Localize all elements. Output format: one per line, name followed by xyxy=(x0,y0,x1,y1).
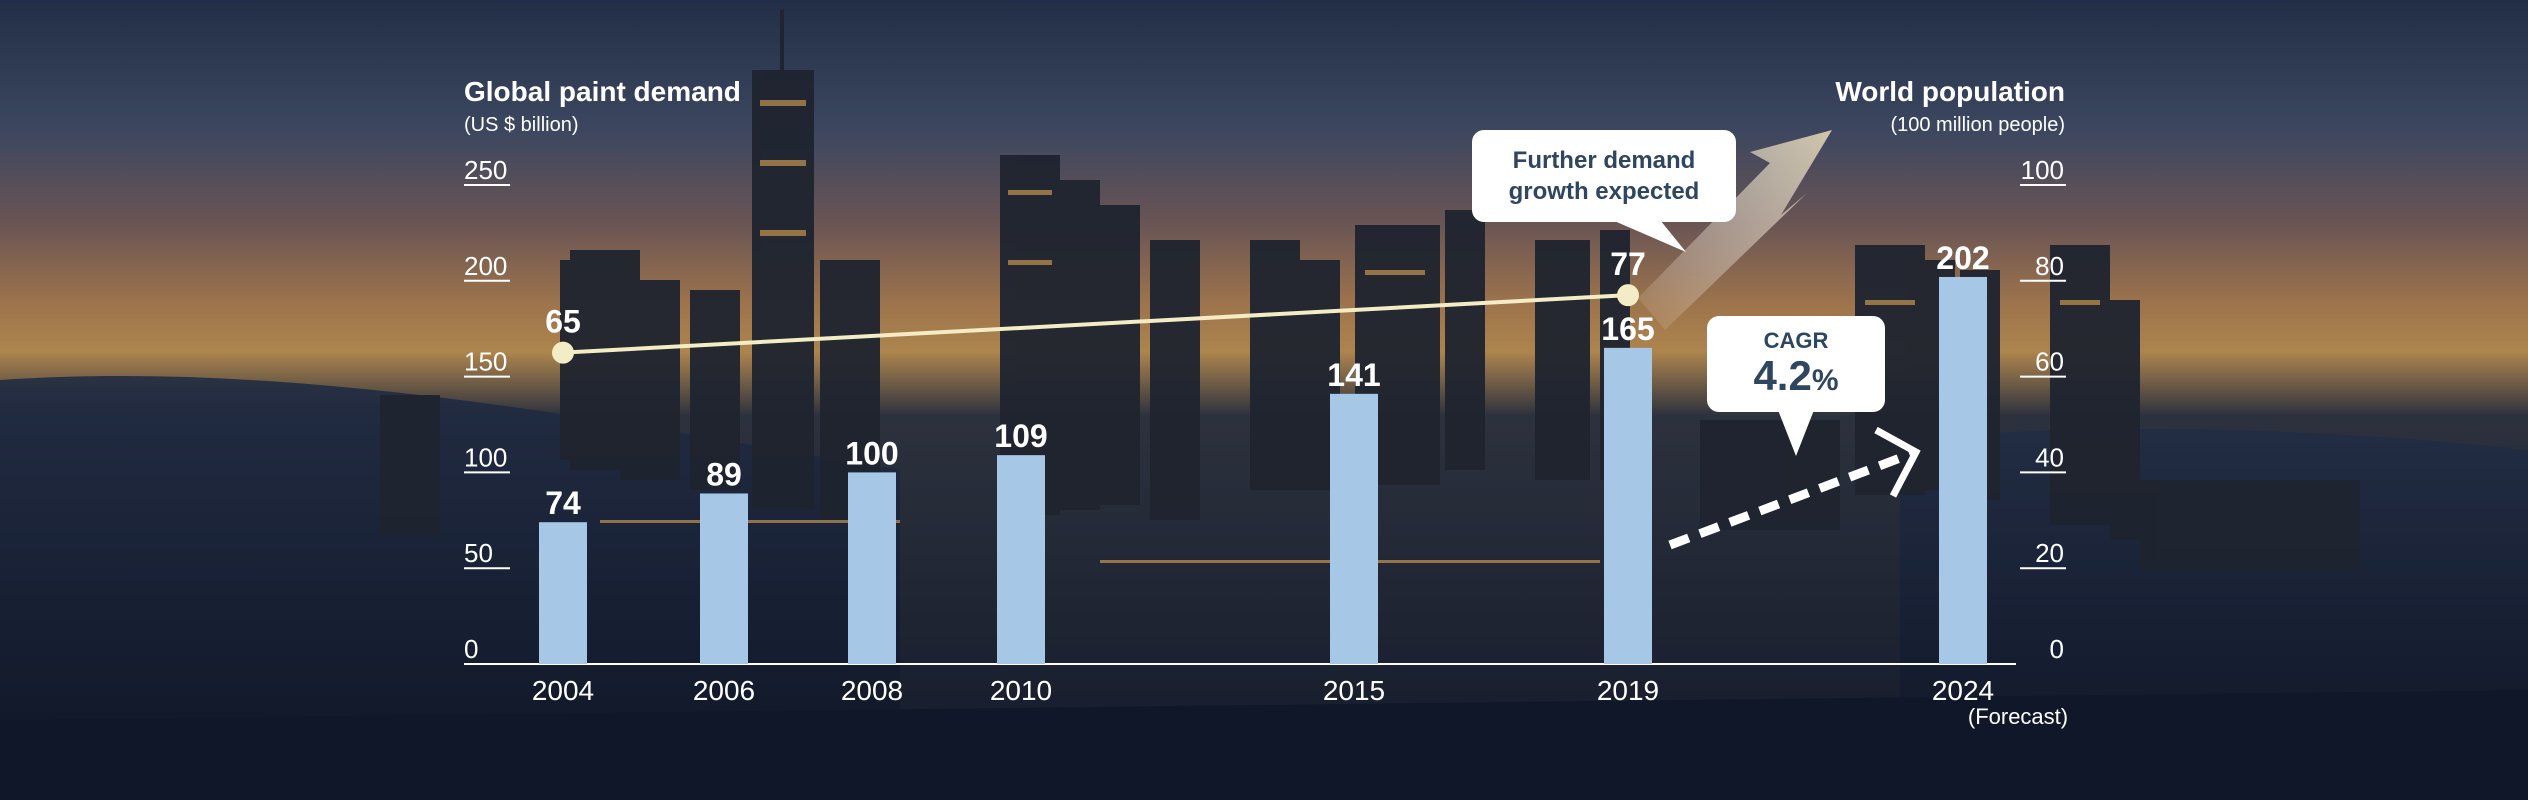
bar-value-label: 109 xyxy=(994,418,1047,454)
skyline xyxy=(380,10,2360,570)
cagr-number: 4.2 xyxy=(1753,352,1812,399)
right-tick-label: 20 xyxy=(2035,538,2064,568)
left-axis-ticks: 0 50 100 150 200 250 xyxy=(464,155,510,664)
bar-value-label: 202 xyxy=(1936,240,1989,276)
bar-value-label: 165 xyxy=(1601,311,1654,347)
cagr-label: CAGR xyxy=(1763,328,1829,353)
forecast-subtitle: (Forecast) xyxy=(1967,704,2069,729)
bar-2004 xyxy=(539,522,587,664)
x-tick-label: 2010 xyxy=(990,675,1052,706)
left-tick-label: 50 xyxy=(464,538,493,568)
right-axis-title: World population xyxy=(1835,76,2065,107)
demand-callout-line1: Further demand xyxy=(1512,147,1696,174)
cagr-dashed-arrow-icon xyxy=(1668,447,1918,550)
cagr-callout: CAGR 4.2% xyxy=(1707,316,1885,412)
bar-2019 xyxy=(1604,347,1652,664)
left-tick-label: 0 xyxy=(464,634,478,664)
left-tick-label: 200 xyxy=(464,251,507,281)
x-tick-label: 2004 xyxy=(532,675,594,706)
population-line xyxy=(562,293,1629,355)
bar-series xyxy=(539,276,1987,664)
bar-2015 xyxy=(1330,393,1378,664)
population-line-series: 65 77 xyxy=(545,246,1646,364)
bar-value-labels: 74 89 100 109 141 165 202 xyxy=(545,240,1989,521)
bar-2024 xyxy=(1939,276,1987,664)
callout-pointers-icon xyxy=(1612,220,1814,456)
x-tick-label: 2019 xyxy=(1597,675,1659,706)
bar-2010 xyxy=(997,455,1045,664)
right-tick-label: 100 xyxy=(2021,155,2064,185)
left-axis-unit: (US $ billion) xyxy=(464,114,579,136)
cagr-unit: % xyxy=(1811,364,1839,397)
left-tick-label: 100 xyxy=(464,442,507,472)
demand-callout-line2: growth expected xyxy=(1508,178,1700,205)
right-axis-unit: (100 million people) xyxy=(1890,114,2065,136)
population-value-label: 77 xyxy=(1610,246,1646,282)
right-tick-label: 80 xyxy=(2035,251,2064,281)
bar-2008 xyxy=(848,472,896,664)
cagr-value: 4.2% xyxy=(1707,354,1885,403)
bar-2006 xyxy=(700,493,748,664)
left-axis-title: Global paint demand xyxy=(464,76,741,107)
x-tick-labels: 2004 2006 2008 2010 2015 2019 2024 xyxy=(532,675,1994,706)
demand-growth-callout: Further demand growth expected xyxy=(1472,130,1736,222)
right-tick-label: 0 xyxy=(2050,634,2064,664)
population-point xyxy=(552,341,574,364)
growth-arrow-icon xyxy=(1638,130,1921,550)
population-point xyxy=(1617,284,1639,307)
population-value-label: 65 xyxy=(545,304,581,340)
bar-value-label: 74 xyxy=(545,485,581,521)
x-tick-label: 2024 xyxy=(1932,675,1994,706)
right-tick-label: 60 xyxy=(2035,347,2064,377)
right-axis-ticks: 0 20 40 60 80 100 xyxy=(2020,155,2066,664)
x-tick-label: 2015 xyxy=(1323,675,1385,706)
bar-value-label: 89 xyxy=(706,456,742,492)
left-tick-label: 250 xyxy=(464,155,507,185)
right-tick-label: 40 xyxy=(2035,442,2064,472)
left-tick-label: 150 xyxy=(464,347,507,377)
x-tick-label: 2008 xyxy=(841,675,903,706)
bar-value-label: 141 xyxy=(1327,357,1380,393)
x-tick-label: 2006 xyxy=(693,675,755,706)
bar-value-label: 100 xyxy=(845,435,898,471)
